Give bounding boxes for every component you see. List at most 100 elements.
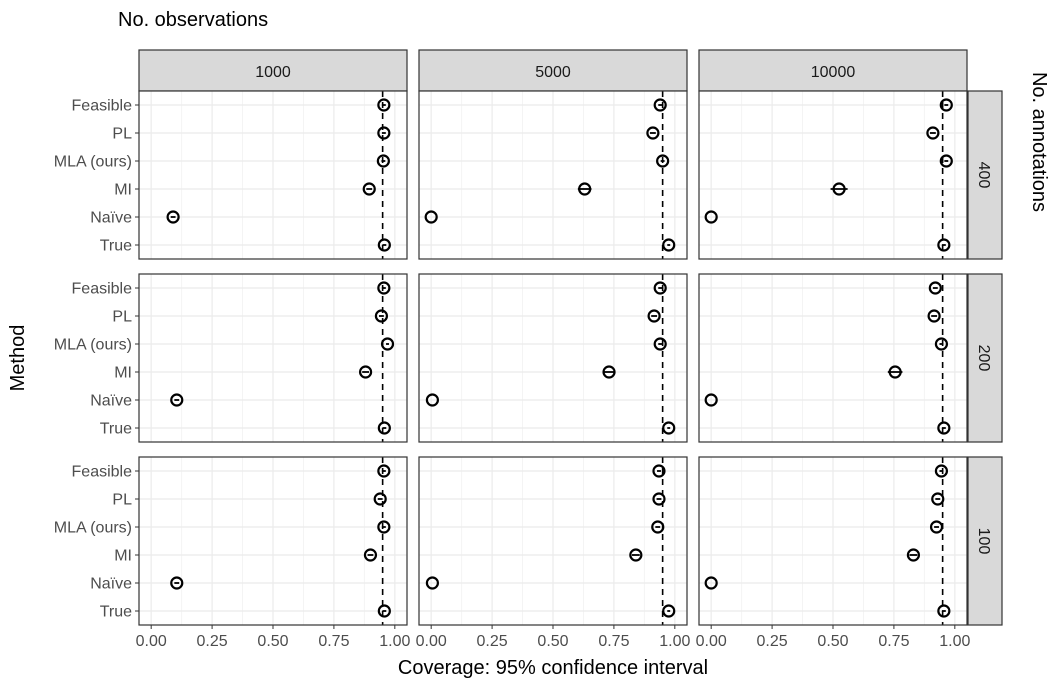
facet-panel: 0.00 0.25 0.50 0.75 1.00 [696,456,970,650]
x-tick-label: 0.00 [136,633,167,650]
data-point [931,492,945,506]
y-tick-label: Feasible [72,464,133,481]
row-strip-label: 200 [975,345,992,372]
panel-border [418,273,688,443]
data-point [651,520,665,534]
data-point [170,393,184,407]
facet-panel [418,90,688,260]
panel-border [138,90,408,260]
x-tick-label: 0.25 [477,633,508,650]
data-point [166,210,180,224]
row-facet-title: No. annotations [1028,72,1050,212]
x-tick-label: 0.00 [696,633,727,650]
facet-panel [698,273,968,443]
data-point [653,337,667,351]
data-point [376,154,390,168]
column-strip [138,49,408,92]
data-point [424,210,438,224]
data-point [373,492,387,506]
y-tick-label: MI [114,365,132,382]
facet-panel [418,273,688,443]
data-point [647,309,661,323]
y-tick-label: Naïve [90,210,132,227]
data-point [934,337,949,351]
data-point [928,281,942,295]
data-point [939,98,953,112]
x-tick-label: 0.25 [757,633,788,650]
column-strip-label: 10000 [811,64,856,81]
y-tick-label: PL [112,309,132,326]
data-point [362,182,376,196]
data-point [906,548,921,562]
row-strip-label: 100 [975,528,992,555]
y-tick-label: True [100,421,132,438]
y-tick-label: True [100,604,132,621]
facet-panel: Feasible PL MLA (ours) MI Naïve True [54,90,408,260]
data-point [377,464,391,478]
data-point [929,520,944,534]
data-point [602,365,616,379]
data-point [652,464,666,478]
row-strip [967,273,1003,443]
data-point [377,604,391,618]
data-point [170,576,184,590]
x-tick-label: 0.50 [537,633,568,650]
data-point [937,238,951,252]
x-tick-label: 0.00 [416,633,447,650]
data-point [652,492,666,506]
data-point [377,98,391,112]
row-strip-label: 400 [975,162,992,189]
y-tick-label: Naïve [90,576,132,593]
y-tick-label: MI [114,182,132,199]
data-point [425,576,439,590]
data-point [653,281,667,295]
data-point [662,421,676,435]
data-point [374,309,389,323]
data-point [888,365,902,379]
data-point [662,604,676,618]
y-tick-label: True [100,238,132,255]
facet-panel [698,90,968,260]
data-point [927,309,941,323]
data-point [653,98,667,112]
x-tick-label: 0.50 [817,633,848,650]
panels-layer: 1000 5000 10000 400 200 100 Feasible PL MLA (our… [54,49,1003,650]
y-axis-title: Method [7,325,29,392]
y-tick-label: Feasible [72,281,133,298]
y-tick-label: MLA (ours) [54,337,132,354]
data-point [363,548,378,562]
data-point [377,238,391,252]
data-point [629,548,643,562]
x-tick-label: 0.75 [318,633,349,650]
x-axis-title: Coverage: 95% confidence interval [398,657,708,679]
panel-border [698,90,968,260]
data-point [380,337,395,351]
data-point [704,210,718,224]
y-tick-label: MLA (ours) [54,520,132,537]
data-point [377,126,391,140]
panel-border [698,273,968,443]
y-tick-label: Naïve [90,393,132,410]
x-tick-label: 0.75 [878,633,909,650]
data-point [832,182,846,196]
data-point [578,182,592,196]
data-point [937,604,951,618]
x-tick-label: 1.00 [379,633,410,650]
x-tick-label: 0.75 [598,633,629,650]
column-facet-title: No. observations [118,9,268,31]
y-tick-label: MI [114,548,132,565]
data-point [377,421,391,435]
data-point [377,281,391,295]
data-point [358,365,373,379]
data-point [704,576,718,590]
panel-border [138,273,408,443]
data-point [662,238,676,252]
x-tick-label: 1.00 [659,633,690,650]
x-tick-label: 0.50 [257,633,288,650]
panel-border [418,90,688,260]
x-tick-label: 0.25 [197,633,228,650]
data-point [926,126,940,140]
facet-panel: 0.00 0.25 0.50 0.75 1.00 [416,456,690,650]
